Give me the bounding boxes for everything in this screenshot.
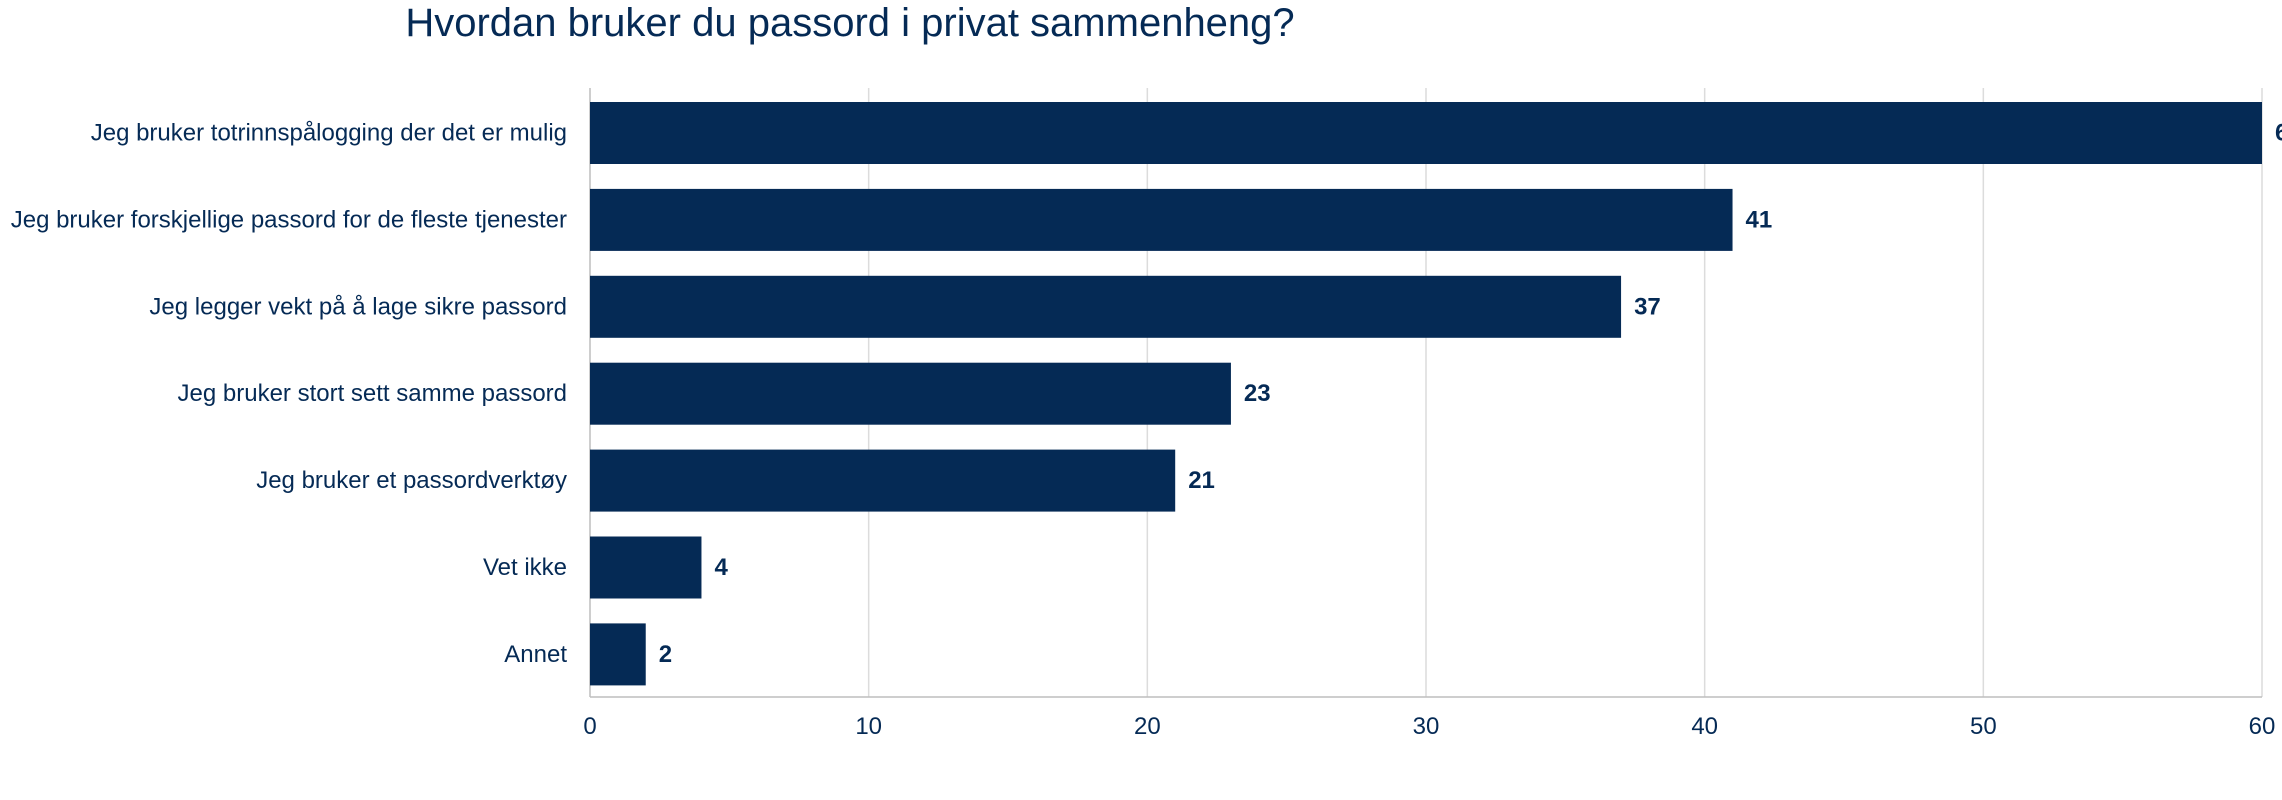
x-tick-label-1: 10: [855, 713, 882, 740]
x-axis-ticks: 0 10 20 30 40 50 60: [583, 713, 2275, 740]
category-label-3: Jeg bruker stort sett samme passord: [178, 380, 567, 407]
bar-1: [590, 188, 1733, 251]
bar-0: [590, 102, 2262, 164]
chart-title: Hvordan bruker du passord i privat samme…: [405, 1, 1294, 45]
bar-3: [590, 362, 1231, 425]
x-tick-label-4: 40: [1691, 713, 1718, 740]
value-label-3: 23: [1244, 380, 1271, 407]
category-label-6: Annet: [504, 641, 567, 668]
value-label-5: 4: [714, 554, 728, 581]
category-labels: Jeg bruker totrinnspålogging der det er …: [11, 120, 568, 668]
x-tick-label-2: 20: [1134, 713, 1161, 740]
value-label-1: 41: [1746, 206, 1773, 233]
bar-5: [590, 536, 702, 599]
bar-2: [590, 275, 1622, 338]
category-label-0: Jeg bruker totrinnspålogging der det er …: [91, 120, 567, 147]
category-label-2: Jeg legger vekt på å lage sikre passord: [149, 293, 567, 320]
value-label-0: 60: [2275, 120, 2282, 147]
category-label-5: Vet ikke: [483, 554, 567, 581]
x-tick-label-5: 50: [1970, 713, 1997, 740]
value-label-4: 21: [1188, 467, 1215, 494]
value-labels: 60 41 37 23 21 4 2: [659, 120, 2282, 668]
value-label-2: 37: [1634, 293, 1661, 320]
value-label-6: 2: [659, 641, 672, 668]
bar-4: [590, 449, 1176, 512]
category-label-1: Jeg bruker forskjellige passord for de f…: [11, 206, 567, 233]
x-tick-label-6: 60: [2249, 713, 2276, 740]
x-tick-label-3: 30: [1413, 713, 1440, 740]
category-label-4: Jeg bruker et passordverktøy: [256, 467, 567, 494]
bars: [590, 102, 2262, 686]
bar-6: [590, 623, 646, 686]
x-tick-label-0: 0: [583, 713, 596, 740]
